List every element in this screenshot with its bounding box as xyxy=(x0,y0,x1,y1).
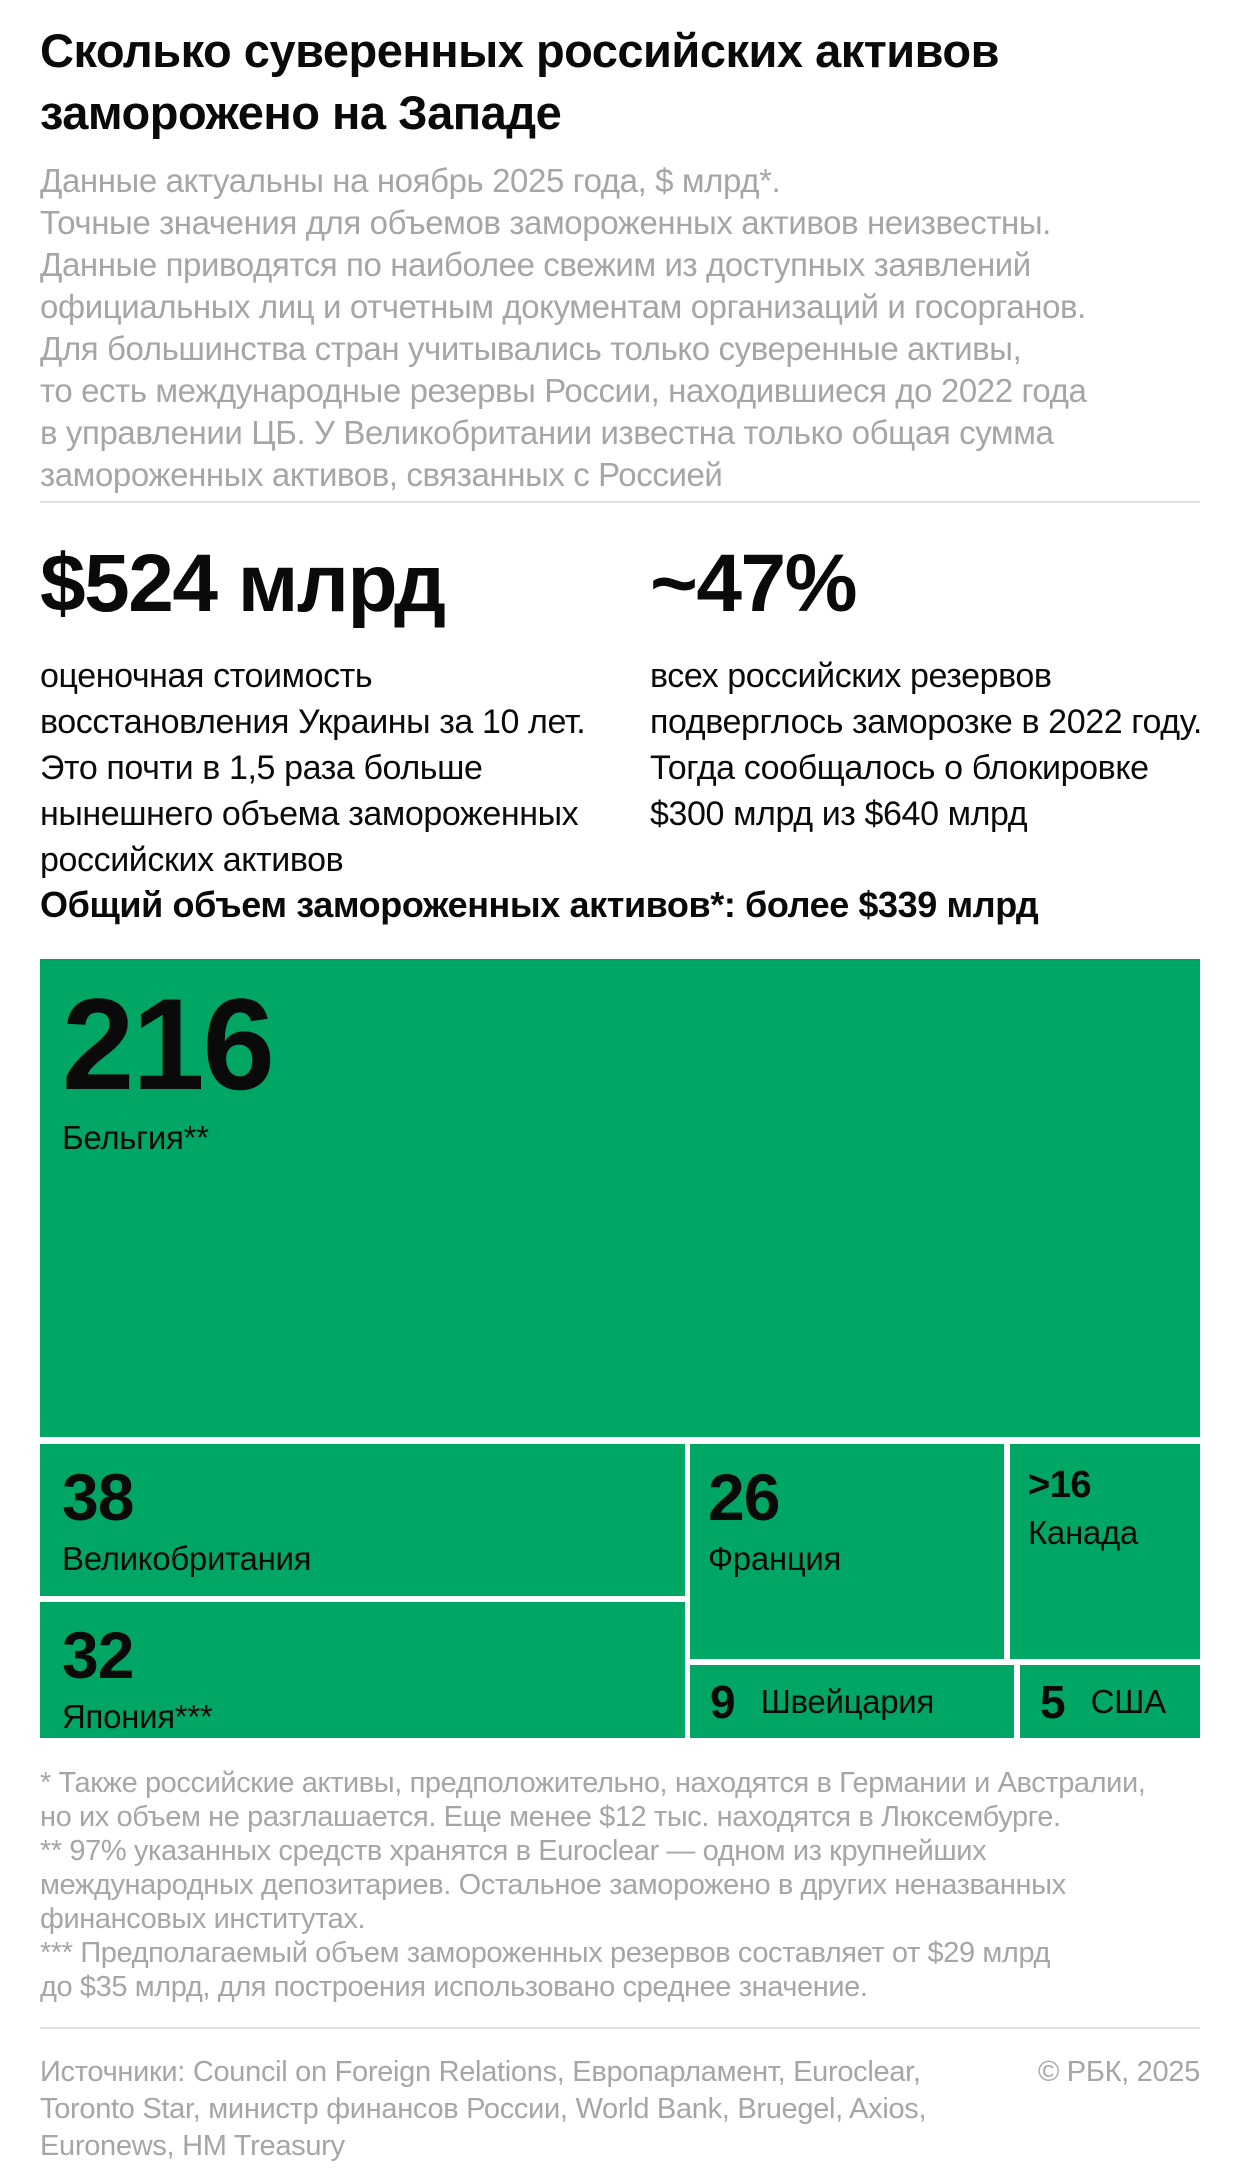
tile-label-uk: Великобритания xyxy=(62,1540,312,1577)
tile-label-belgium: Бельгия** xyxy=(62,1119,209,1156)
stat-description-524: оценочная стоимость восстановления Украи… xyxy=(40,657,586,879)
treemap-tile-canada: >16 Канада xyxy=(1010,1444,1200,1659)
sources-text: Источники: Council on Foreign Relations,… xyxy=(40,2056,927,2162)
tile-label-france: Франция xyxy=(708,1540,842,1577)
intro-text: Данные актуальны на ноябрь 2025 года, $ … xyxy=(40,162,1087,493)
treemap-tile-france: 26 Франция xyxy=(690,1444,1004,1659)
treemap-tile-uk: 38 Великобритания xyxy=(40,1444,685,1596)
tile-value-usa: 5 xyxy=(1040,1675,1066,1728)
page-title: Сколько суверенных российских активов за… xyxy=(40,24,1000,139)
stat-reserves-share: ~47% всех российских резервов подверглос… xyxy=(650,543,1210,837)
treemap-chart: 216 Бельгия** 38 Великобритания 32 Япони… xyxy=(40,959,1200,1738)
tile-value-france: 26 xyxy=(708,1460,780,1534)
stat-description-47pct: всех российских резервов подверглось зам… xyxy=(650,657,1202,833)
tile-label-canada: Канада xyxy=(1028,1514,1138,1551)
stat-value-47pct: ~47% xyxy=(650,538,858,629)
copyright: © РБК, 2025 xyxy=(1037,2056,1200,2088)
treemap-tile-japan: 32 Япония*** xyxy=(40,1602,685,1738)
stat-value-524: $524 млрд xyxy=(40,538,446,629)
chart-title: Общий объем замороженных активов*: более… xyxy=(40,884,1039,925)
treemap-tile-switzerland: 9 Швейцария xyxy=(690,1665,1014,1738)
tile-value-japan: 32 xyxy=(62,1618,134,1692)
treemap-tile-belgium: 216 Бельгия** xyxy=(40,959,1200,1437)
tile-value-uk: 38 xyxy=(62,1460,134,1534)
tile-label-usa: США xyxy=(1090,1682,1166,1720)
stat-ukraine-restoration: $524 млрд оценочная стоимость восстановл… xyxy=(40,543,615,883)
tile-value-canada: >16 xyxy=(1028,1464,1091,1506)
footnotes: * Также российские активы, предположител… xyxy=(40,1767,1146,2003)
tile-label-japan: Япония*** xyxy=(62,1698,213,1735)
divider-bottom xyxy=(40,2027,1200,2029)
treemap-tile-usa: 5 США xyxy=(1020,1665,1200,1738)
tile-value-belgium: 216 xyxy=(62,971,275,1117)
tile-value-switzerland: 9 xyxy=(710,1675,736,1728)
tile-label-switzerland: Швейцария xyxy=(760,1682,935,1720)
divider-top xyxy=(40,501,1200,503)
